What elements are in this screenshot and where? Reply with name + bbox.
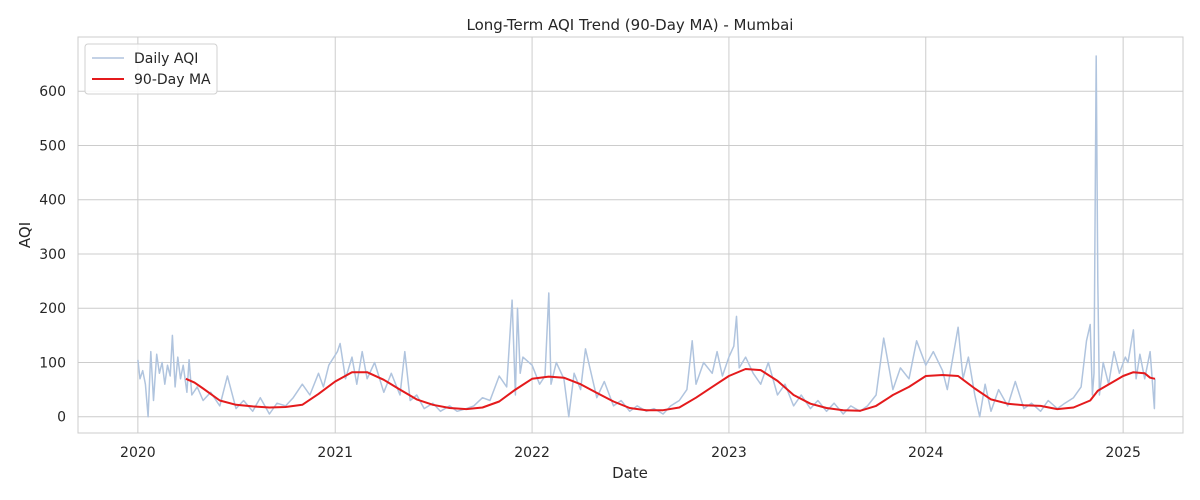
plot-area [77, 36, 1184, 434]
y-tick-label: 0 [57, 410, 66, 426]
grid-lines [78, 37, 1183, 433]
x-tick-label: 2023 [711, 445, 747, 461]
y-tick-label: 500 [39, 138, 66, 154]
x-tick-label: 2025 [1105, 445, 1141, 461]
legend-label-daily-aqi: Daily AQI [134, 51, 198, 67]
y-axis-title: AQI [16, 222, 34, 248]
y-tick-label: 100 [39, 355, 66, 371]
legend-label-90-day-ma: 90-Day MA [134, 72, 211, 88]
x-axis-title: Date [612, 464, 648, 482]
x-tick-label: 2021 [317, 445, 353, 461]
x-tick-label: 2024 [908, 445, 944, 461]
y-tick-label: 200 [39, 301, 66, 317]
tick-labels: 0 100 200 300 400 500 600 2020 2021 2022 2023 2024 2… [39, 84, 1141, 461]
series-lines [137, 55, 1156, 418]
series-line-90-day-ma [185, 368, 1156, 412]
y-tick-label: 400 [39, 193, 66, 209]
legend-box [84, 43, 218, 95]
x-tick-label: 2022 [514, 445, 550, 461]
y-tick-label: 600 [39, 84, 66, 100]
legend: Daily AQI 90-Day MA [84, 43, 218, 95]
x-tick-label: 2020 [120, 445, 156, 461]
chart-title: Long-Term AQI Trend (90-Day MA) - Mumbai [467, 16, 794, 34]
y-tick-label: 300 [39, 247, 66, 263]
